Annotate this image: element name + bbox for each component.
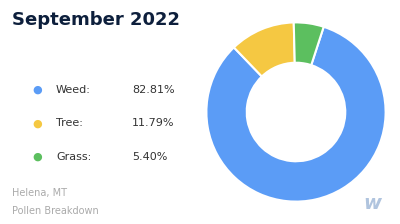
Text: Grass:: Grass: xyxy=(56,152,91,162)
Text: ●: ● xyxy=(32,152,42,162)
Text: 82.81%: 82.81% xyxy=(132,85,175,95)
Text: ●: ● xyxy=(32,118,42,128)
Wedge shape xyxy=(206,27,386,202)
Text: 11.79%: 11.79% xyxy=(132,118,174,128)
Text: Helena, MT: Helena, MT xyxy=(12,188,67,198)
Wedge shape xyxy=(294,22,324,65)
Text: 5.40%: 5.40% xyxy=(132,152,167,162)
Wedge shape xyxy=(234,22,295,76)
Text: Tree:: Tree: xyxy=(56,118,83,128)
Text: September 2022: September 2022 xyxy=(12,11,180,29)
Text: Weed:: Weed: xyxy=(56,85,91,95)
Text: w: w xyxy=(363,194,381,213)
Text: Pollen Breakdown: Pollen Breakdown xyxy=(12,206,99,216)
Text: ●: ● xyxy=(32,85,42,95)
